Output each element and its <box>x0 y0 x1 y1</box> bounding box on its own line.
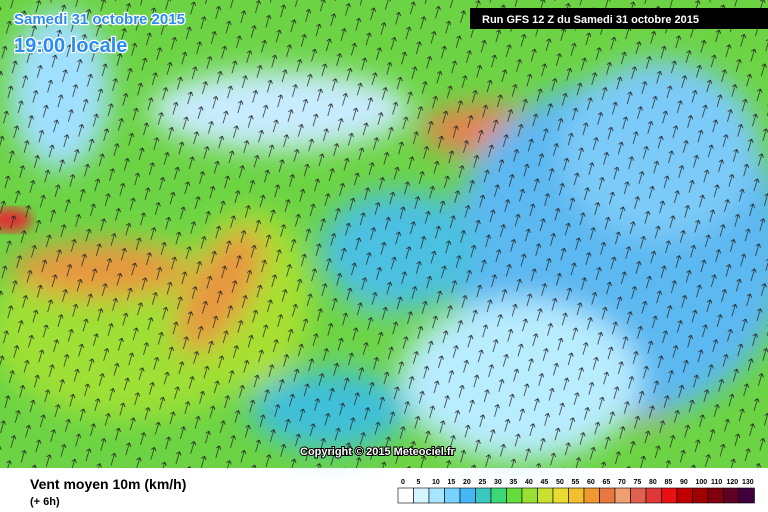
run-label: Run GFS 12 Z du Samedi 31 octobre 2015 <box>482 14 699 26</box>
legend-swatch <box>444 487 461 504</box>
legend-tick-label: 85 <box>665 479 673 486</box>
legend-swatch <box>692 487 709 504</box>
legend-title: Vent moyen 10m (km/h) <box>30 476 186 492</box>
legend-swatch <box>428 487 445 504</box>
legend-swatch <box>490 487 507 504</box>
legend-swatch <box>723 487 740 504</box>
wind-arrows <box>0 0 768 468</box>
legend-tick-label: 130 <box>742 479 754 486</box>
legend-swatch <box>552 487 569 504</box>
legend-tick-label: 20 <box>463 479 471 486</box>
legend-swatch <box>413 487 430 504</box>
color-legend: 0 5 10 15 20 25 30 35 40 45 50 55 60 65 70 75 80 85 90 100 1… <box>397 479 755 504</box>
time-label: 19:00 locale <box>14 35 127 57</box>
legend-swatch <box>475 487 492 504</box>
copyright: Copyright © 2015 Meteociel.fr <box>300 446 456 458</box>
legend-swatch <box>645 487 662 504</box>
legend-swatch <box>661 487 678 504</box>
legend-tick-label: 30 <box>494 479 502 486</box>
legend-tick-label: 5 <box>417 479 421 486</box>
legend-tick-label: 80 <box>649 479 657 486</box>
legend-tick-label: 100 <box>696 479 708 486</box>
legend-tick-label: 70 <box>618 479 626 486</box>
legend-swatch <box>537 487 554 504</box>
date-label: Samedi 31 octobre 2015 <box>14 11 185 28</box>
legend-swatch <box>583 487 600 504</box>
legend-subtitle: (+ 6h) <box>30 496 60 508</box>
legend-tick-label: 120 <box>727 479 739 486</box>
legend-tick-label: 75 <box>634 479 642 486</box>
legend-swatch <box>676 487 693 504</box>
legend-tick-label: 55 <box>572 479 580 486</box>
legend-swatch <box>459 487 476 504</box>
legend-tick-label: 60 <box>587 479 595 486</box>
legend-swatch <box>707 487 724 504</box>
legend-swatch <box>630 487 647 504</box>
legend-tick-label: 90 <box>680 479 688 486</box>
legend-swatch <box>506 487 523 504</box>
legend-tick-label: 50 <box>556 479 564 486</box>
legend-tick-label: 110 <box>711 479 722 486</box>
legend-swatch <box>738 487 755 504</box>
legend-tick-label: 45 <box>541 479 549 486</box>
legend-swatch <box>614 487 631 504</box>
legend-tick-label: 25 <box>479 479 487 486</box>
legend-tick-label: 35 <box>510 479 518 486</box>
legend-tick-label: 15 <box>448 479 456 486</box>
legend-swatch <box>568 487 585 504</box>
legend-tick-label: 10 <box>432 479 440 486</box>
legend-tick-label: 65 <box>603 479 611 486</box>
legend-swatch <box>521 487 538 504</box>
run-box <box>470 8 768 29</box>
legend-swatch <box>397 487 414 504</box>
legend-tick-label: 0 <box>401 479 405 486</box>
legend-tick-label: 40 <box>525 479 533 486</box>
legend-swatch <box>599 487 616 504</box>
